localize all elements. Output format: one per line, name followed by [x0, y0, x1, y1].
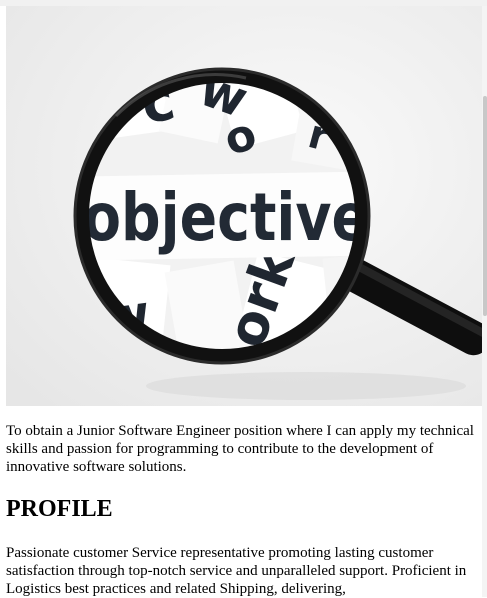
scrollbar-thumb[interactable] — [483, 96, 487, 316]
hero-word: objective — [83, 179, 369, 256]
top-strip — [0, 0, 487, 6]
objective-hero-image: c w o r w miz ork objective — [6, 6, 482, 406]
objective-text: To obtain a Junior Software Engineer pos… — [6, 423, 474, 475]
profile-heading: PROFILE — [6, 496, 113, 522]
magnifying-glass-icon: c w o r w miz ork objective — [6, 6, 482, 406]
profile-text: Passionate customer Service representati… — [6, 545, 467, 597]
